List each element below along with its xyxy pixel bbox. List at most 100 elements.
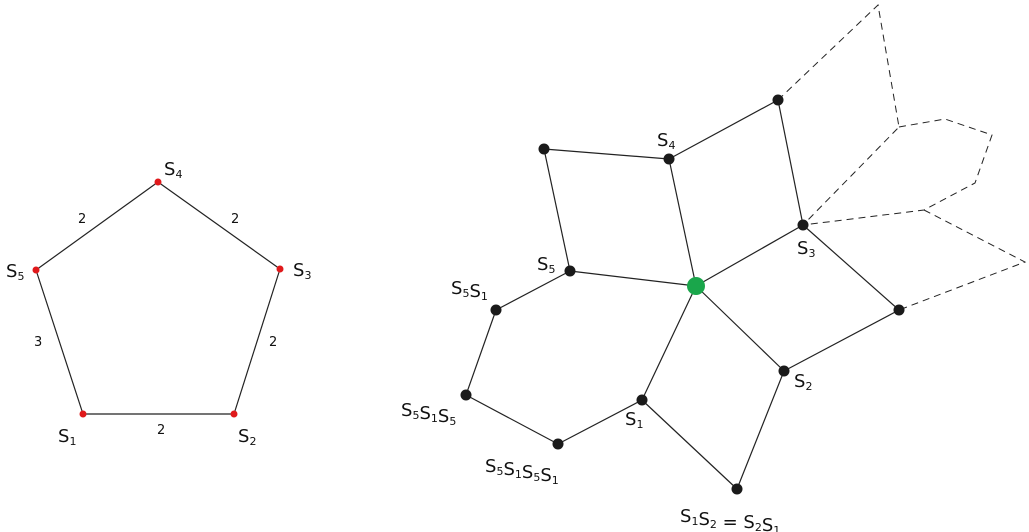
cayley-dashed-extension bbox=[777, 3, 1027, 311]
vertex-identity bbox=[687, 277, 705, 295]
label-subscript: 1 bbox=[515, 468, 522, 481]
label-glyph: S bbox=[522, 462, 533, 483]
label-glyph: S bbox=[469, 281, 480, 302]
label-s5s1s5s1: S5S1S5S1 bbox=[485, 456, 559, 487]
label-s5: S5 bbox=[537, 254, 555, 276]
label-glyph: S bbox=[794, 371, 805, 392]
label-glyph: S bbox=[540, 465, 551, 486]
edge-e-s1 bbox=[641, 285, 697, 401]
label-glyph: S bbox=[762, 515, 773, 532]
coxeter-diagram: 2 2 2 2 3 S1 S2 S3 S4 S5 bbox=[6, 159, 311, 448]
coxeter-vertices bbox=[32, 178, 284, 418]
coxeter-label-s5: S5 bbox=[6, 261, 24, 283]
edge-s5s1s5s1-s5s1s5 bbox=[465, 394, 559, 445]
edge-s4-upper bbox=[668, 99, 779, 160]
label-subscript: 5 bbox=[496, 465, 503, 478]
label-subscript: 5 bbox=[533, 471, 540, 484]
label-subscript: 1 bbox=[691, 515, 698, 528]
label-subscript: 1 bbox=[636, 418, 643, 431]
label-glyph: S bbox=[625, 409, 636, 430]
label-glyph: S bbox=[485, 456, 496, 477]
label-s2: S2 bbox=[794, 371, 812, 393]
label-subscript: 2 bbox=[755, 521, 762, 532]
coxeter-label-s3: S3 bbox=[293, 260, 311, 282]
vertex-s1 bbox=[636, 394, 648, 406]
edge-weight-s1-s2: 2 bbox=[157, 423, 165, 438]
label-subscript: 1 bbox=[552, 474, 559, 487]
vertex-upper bbox=[772, 94, 784, 106]
label-subscript: 2 bbox=[805, 380, 812, 393]
vertex-s2 bbox=[778, 365, 790, 377]
edge-e-s5 bbox=[569, 270, 697, 287]
cayley-vertex-labels: S4 S3 S5 S5S1 S2 S5S1S5 S1 S5S1S5S1 S1S2… bbox=[401, 130, 815, 532]
label-subscript: 5 bbox=[462, 287, 469, 300]
label-glyph: S bbox=[698, 509, 709, 530]
label-glyph: S bbox=[657, 130, 668, 151]
coxeter-edge-s4-s5 bbox=[35, 181, 159, 271]
coxeter-vertex-labels: S1 S2 S3 S4 S5 bbox=[6, 159, 311, 448]
label-subscript: 5 bbox=[449, 415, 456, 428]
label-subscript: 5 bbox=[548, 263, 555, 276]
vertex-s5s1s5s1 bbox=[552, 438, 564, 450]
label-s5s1s5: S5S1S5 bbox=[401, 400, 456, 428]
vertex-s4 bbox=[663, 153, 675, 165]
coxeter-label-s4: S4 bbox=[164, 159, 182, 181]
vertex-right bbox=[893, 304, 905, 316]
label-glyph: S bbox=[438, 406, 449, 427]
label-glyph: S bbox=[537, 254, 548, 275]
vertex-s1s2 bbox=[731, 483, 743, 495]
label-subscript: 5 bbox=[412, 409, 419, 422]
edge-e-s4 bbox=[668, 158, 697, 287]
coxeter-edge-s2-s3 bbox=[233, 268, 281, 415]
vertex-s5s1 bbox=[490, 304, 502, 316]
label-s1: S1 bbox=[625, 409, 643, 431]
edge-weight-s3-s4: 2 bbox=[231, 212, 239, 227]
edge-weight-s2-s3: 2 bbox=[269, 335, 277, 350]
edge-weight-s4-s5: 2 bbox=[78, 212, 86, 227]
label-glyph: = bbox=[717, 512, 744, 532]
coxeter-vertex-s2 bbox=[230, 410, 238, 418]
label-subscript: 3 bbox=[808, 247, 815, 260]
edge-s5s1s5-s5s1 bbox=[465, 309, 497, 396]
cayley-graph: S4 S3 S5 S5S1 S2 S5S1S5 S1 S5S1S5S1 S1S2… bbox=[401, 3, 1027, 532]
coxeter-edge-s3-s4 bbox=[157, 181, 281, 270]
edge-right-s2 bbox=[783, 309, 900, 372]
vertex-left bbox=[538, 143, 550, 155]
edge-upper-s3 bbox=[777, 99, 804, 226]
label-glyph: S bbox=[451, 278, 462, 299]
label-s3: S3 bbox=[797, 238, 815, 260]
label-s5s1: S5S1 bbox=[451, 278, 488, 303]
vertex-s5s1s5 bbox=[460, 389, 472, 401]
label-subscript: 4 bbox=[668, 139, 675, 152]
edge-s5s1-s5 bbox=[495, 270, 571, 311]
label-glyph: S bbox=[797, 238, 808, 259]
coxeter-vertex-s3 bbox=[276, 265, 284, 273]
label-glyph: S bbox=[680, 506, 691, 527]
vertex-s3 bbox=[797, 219, 809, 231]
edge-s4-left bbox=[543, 148, 670, 160]
label-glyph: S bbox=[503, 459, 514, 480]
cayley-edges bbox=[465, 99, 900, 490]
edge-left-s5 bbox=[543, 148, 571, 272]
label-glyph: S bbox=[743, 512, 754, 532]
label-subscript: 2 bbox=[710, 518, 717, 531]
coxeter-label-s2: S2 bbox=[238, 426, 256, 448]
coxeter-vertex-s4 bbox=[154, 178, 162, 186]
dashed-path-top bbox=[777, 3, 900, 226]
vertex-s5 bbox=[564, 265, 576, 277]
edge-s3-right bbox=[802, 224, 900, 311]
edge-e-s3 bbox=[695, 224, 804, 287]
coxeter-vertex-s5 bbox=[32, 266, 40, 274]
coxeter-edges bbox=[35, 181, 281, 415]
edge-s1-s5s1s5s1 bbox=[557, 399, 643, 445]
label-glyph: S bbox=[419, 403, 430, 424]
edge-weight-s5-s1: 3 bbox=[34, 335, 42, 350]
edge-s1-bottom bbox=[641, 399, 738, 490]
cayley-vertices bbox=[460, 94, 905, 495]
coxeter-label-s1: S1 bbox=[58, 426, 76, 448]
label-subscript: 1 bbox=[431, 412, 438, 425]
label-s1s2-equals-s2s1: S1S2 = S2S1 bbox=[680, 506, 780, 532]
label-glyph: S bbox=[401, 400, 412, 421]
